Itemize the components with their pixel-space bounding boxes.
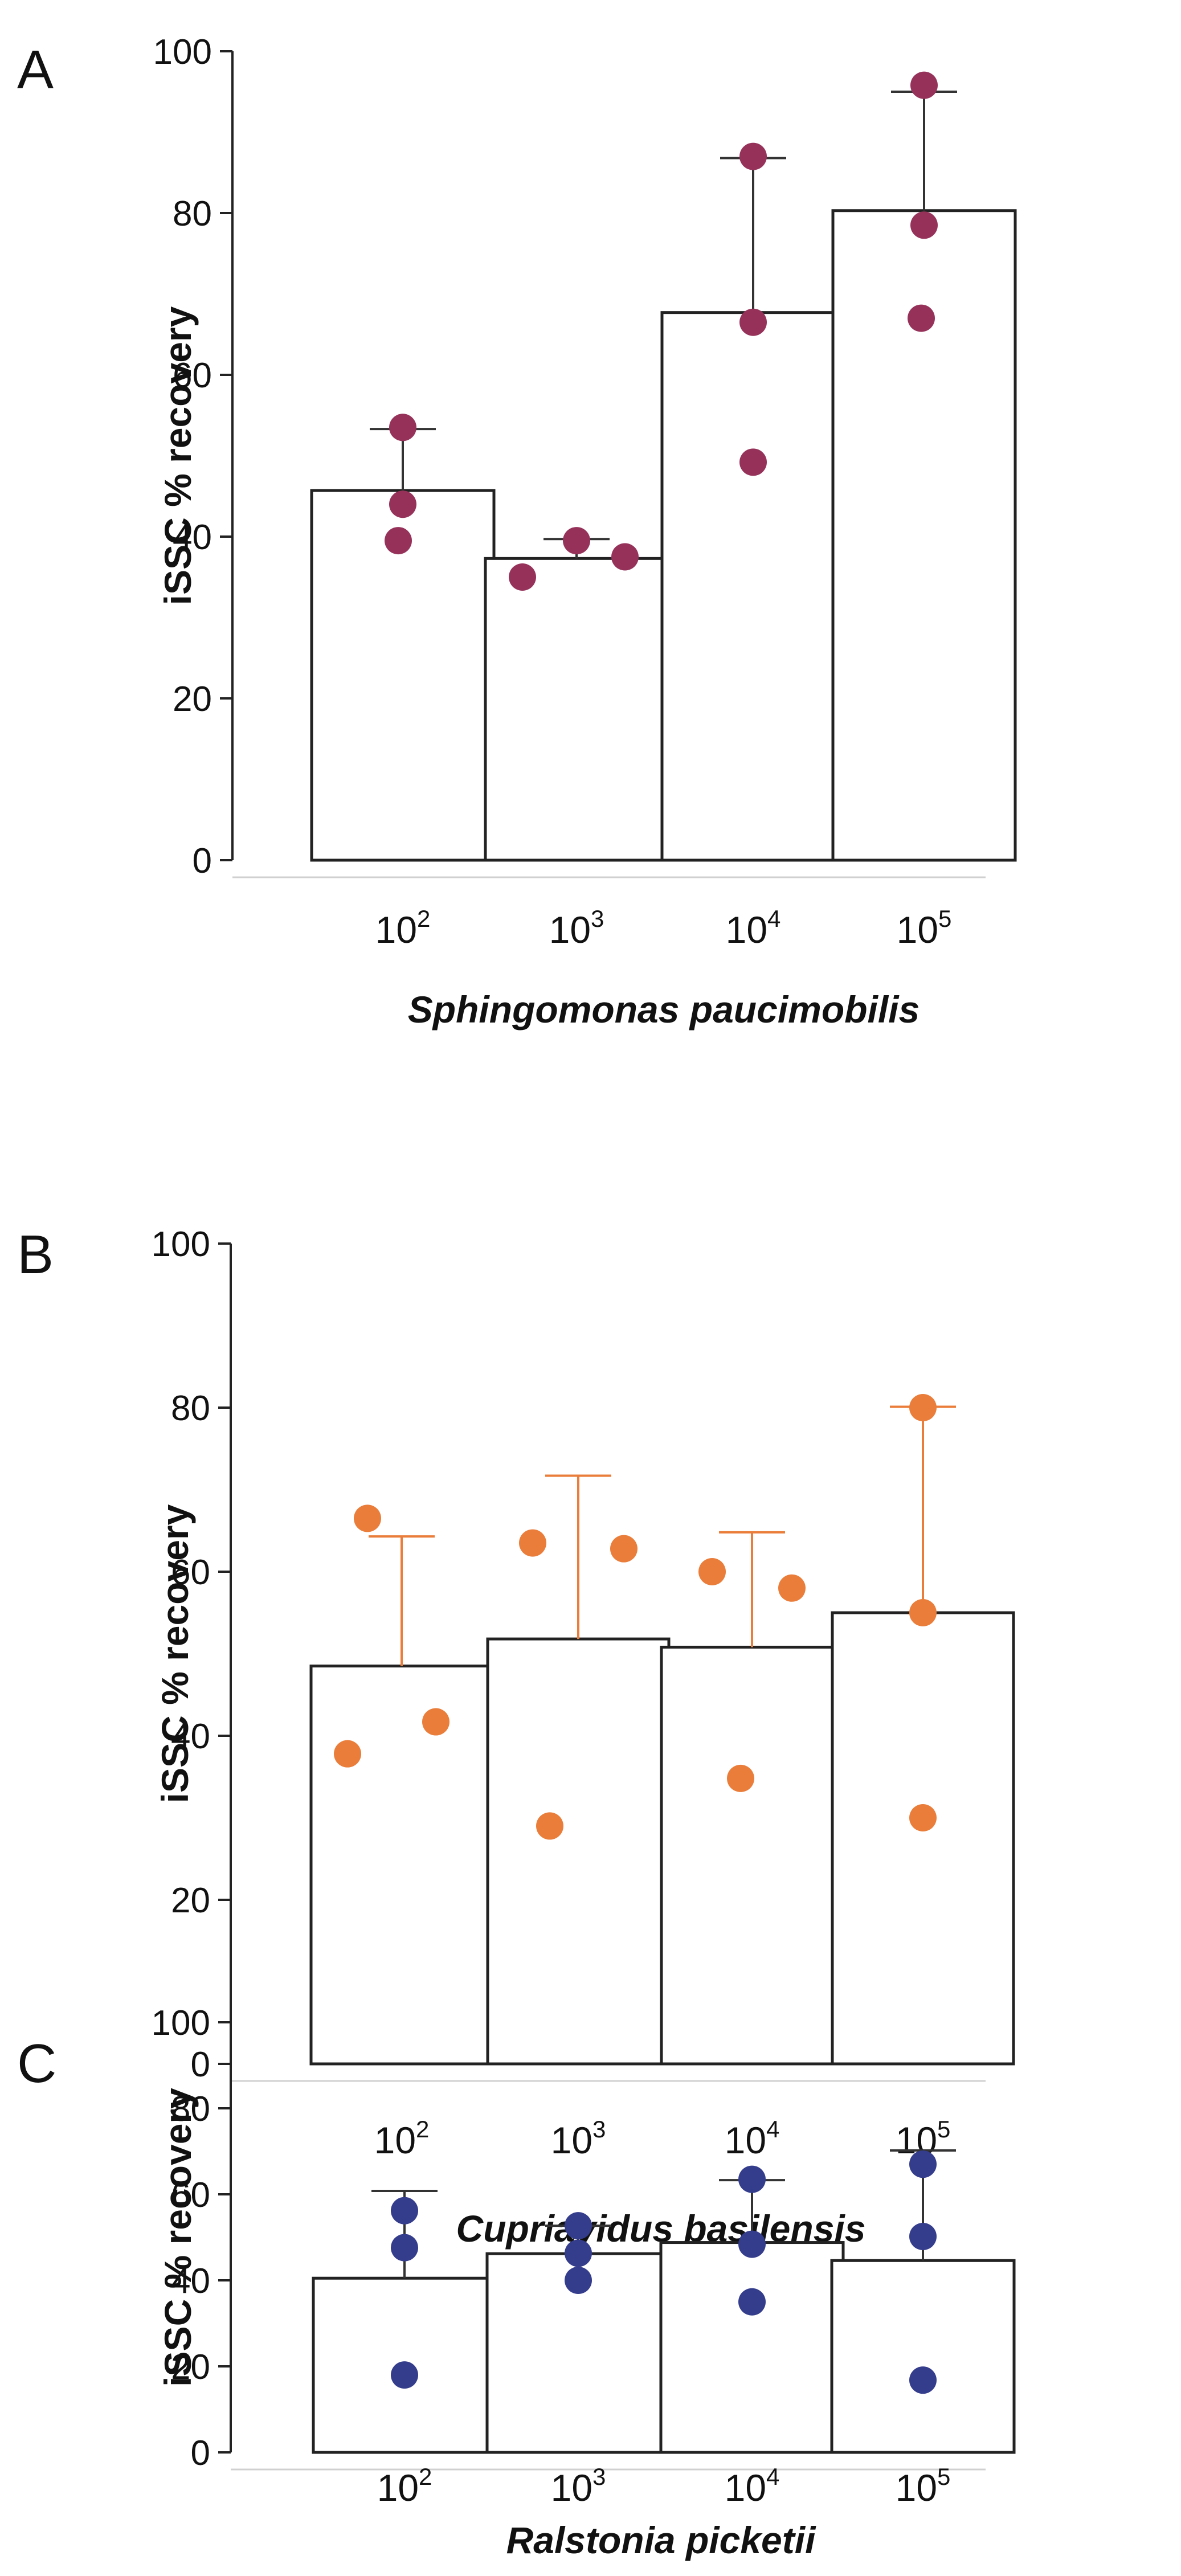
data-point bbox=[778, 1574, 806, 1602]
y-axis-title: iSSC % recovery bbox=[157, 306, 199, 605]
data-point bbox=[909, 1394, 937, 1421]
x-tick-label: 102 bbox=[374, 2116, 430, 2161]
y-tick-label: 20 bbox=[171, 1881, 210, 1920]
x-tick-label: 104 bbox=[726, 905, 781, 951]
data-point bbox=[610, 1535, 638, 1563]
y-tick-label: 100 bbox=[152, 2003, 210, 2043]
chart-panel-a: A 0 20 40 60 80 100 iSSC % recovery 102 103 104 105… bbox=[17, 32, 1017, 1031]
data-point bbox=[739, 308, 767, 336]
y-tick-label: 40 bbox=[173, 518, 212, 557]
y-tick-label: 40 bbox=[171, 2262, 210, 2301]
x-axis-title: Sphingomonas paucimobilis bbox=[408, 988, 920, 1031]
data-point bbox=[908, 304, 935, 332]
data-point bbox=[909, 1599, 937, 1626]
y-tick-label: 0 bbox=[191, 2045, 210, 2084]
y-tick-label: 80 bbox=[173, 194, 212, 234]
data-point bbox=[389, 414, 416, 441]
data-point bbox=[519, 1529, 546, 1557]
data-point bbox=[565, 2239, 592, 2267]
y-tick-label: 80 bbox=[171, 1389, 210, 1428]
x-tick-label: 103 bbox=[551, 2463, 606, 2509]
data-point bbox=[334, 1740, 361, 1768]
data-point bbox=[565, 2267, 592, 2294]
bar bbox=[830, 2259, 1016, 2454]
data-point bbox=[909, 1804, 937, 1831]
data-point bbox=[389, 490, 416, 518]
data-point bbox=[565, 2212, 592, 2240]
data-point bbox=[391, 2234, 418, 2262]
y-tick-label: 20 bbox=[171, 2348, 210, 2387]
y-tick-label: 60 bbox=[173, 356, 212, 395]
data-point bbox=[391, 2361, 418, 2389]
x-tick-label: 103 bbox=[549, 905, 604, 951]
data-point bbox=[738, 2165, 766, 2193]
y-tick-label: 20 bbox=[173, 680, 212, 719]
panel-label: A bbox=[17, 39, 54, 100]
y-tick-label: 100 bbox=[153, 32, 212, 72]
data-point bbox=[909, 2150, 937, 2178]
data-point bbox=[422, 1708, 449, 1736]
data-point bbox=[509, 563, 536, 591]
y-tick-label: 60 bbox=[171, 1553, 210, 1592]
data-point bbox=[910, 211, 938, 239]
data-point bbox=[727, 1764, 754, 1792]
y-tick-label: 100 bbox=[152, 1225, 210, 1264]
x-axis-title: Ralstonia picketii bbox=[506, 2519, 816, 2561]
data-point bbox=[739, 142, 767, 170]
bar bbox=[831, 1611, 1015, 2066]
x-tick-label: 102 bbox=[377, 2463, 432, 2509]
data-point bbox=[738, 2230, 766, 2258]
data-point bbox=[611, 543, 639, 571]
data-point bbox=[354, 1504, 381, 1532]
y-tick-label: 40 bbox=[171, 1717, 210, 1756]
x-tick-label: 104 bbox=[725, 2116, 780, 2161]
bar bbox=[486, 1637, 671, 2066]
data-point bbox=[536, 1812, 563, 1840]
y-tick-label: 80 bbox=[171, 2090, 210, 2129]
data-point bbox=[563, 527, 590, 555]
bar bbox=[660, 311, 846, 862]
x-tick-label: 102 bbox=[375, 905, 431, 951]
y-axis-title: iSSC % recovery bbox=[154, 1504, 196, 1803]
x-tick-label: 103 bbox=[551, 2116, 606, 2161]
data-point bbox=[909, 2222, 937, 2250]
data-point bbox=[385, 527, 412, 555]
bar bbox=[660, 1645, 844, 2066]
bar bbox=[659, 2241, 845, 2454]
data-point bbox=[738, 2288, 766, 2316]
chart-panel-c: C 0 20 40 60 80 100 iSSC % recovery 102 103 104 105… bbox=[17, 2003, 1016, 2561]
data-point bbox=[909, 2366, 937, 2394]
y-tick-label: 0 bbox=[193, 841, 212, 881]
bar bbox=[309, 1665, 494, 2066]
x-tick-label: 105 bbox=[897, 905, 952, 951]
x-tick-label: 105 bbox=[896, 2463, 951, 2509]
data-point bbox=[910, 71, 938, 99]
data-point bbox=[698, 1558, 726, 1585]
panel-label: C bbox=[17, 2033, 56, 2094]
panel-label: B bbox=[17, 1224, 54, 1285]
bar bbox=[484, 557, 669, 862]
x-tick-label: 104 bbox=[725, 2463, 780, 2509]
y-tick-label: 0 bbox=[191, 2434, 210, 2473]
y-axis-title: iSSC % recovery bbox=[157, 2088, 199, 2387]
data-point bbox=[739, 448, 767, 476]
y-tick-label: 60 bbox=[171, 2176, 210, 2215]
data-point bbox=[391, 2197, 418, 2225]
